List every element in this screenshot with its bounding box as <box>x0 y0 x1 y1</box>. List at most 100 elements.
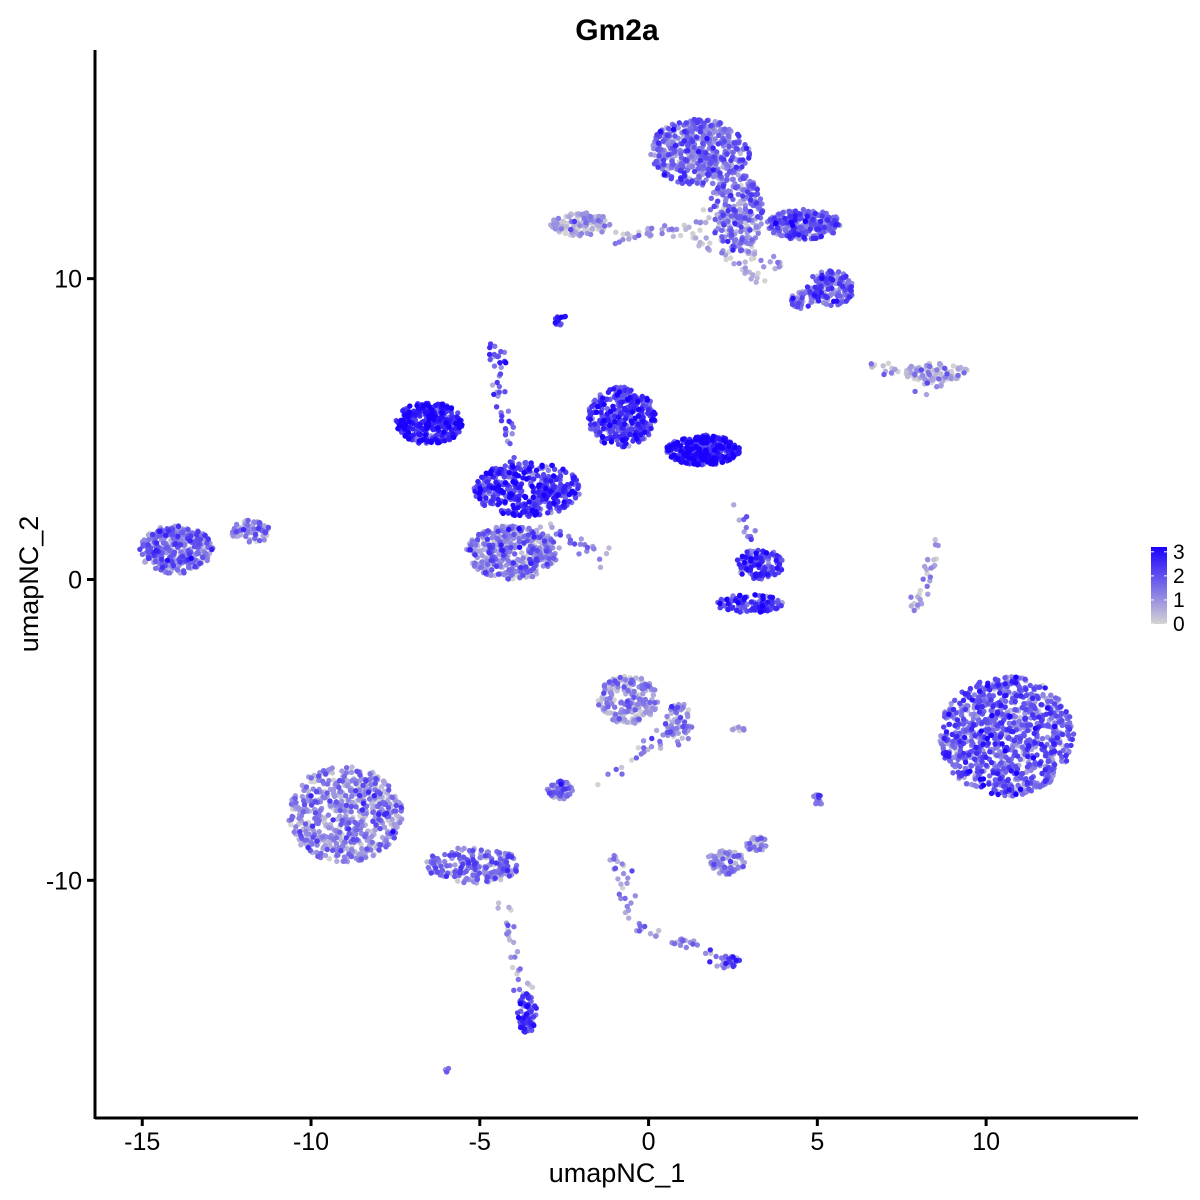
cell-point <box>719 250 725 256</box>
cell-point <box>741 529 747 535</box>
cell-point <box>712 172 718 179</box>
cell-point <box>747 846 753 852</box>
cell-point <box>354 827 360 833</box>
cell-point <box>293 824 299 830</box>
cell-point <box>566 214 572 220</box>
cell-point <box>892 366 898 372</box>
cell-point <box>948 700 954 707</box>
cell-point <box>509 964 516 971</box>
cell-point <box>463 868 469 875</box>
cell-point <box>868 361 874 367</box>
cell-point <box>710 180 716 187</box>
cell-point <box>972 782 978 789</box>
cell-point <box>720 192 726 198</box>
cell-point <box>556 545 562 551</box>
cell-point <box>924 380 930 386</box>
cell-point <box>616 716 622 722</box>
cell-point <box>360 782 366 789</box>
cell-point <box>700 163 707 169</box>
cell-point <box>612 865 619 871</box>
cell-point <box>343 765 350 771</box>
cell-point <box>677 232 684 239</box>
cell-point <box>181 570 187 576</box>
cell-point <box>261 537 267 543</box>
cell-point <box>723 256 729 263</box>
cell-point <box>558 226 565 232</box>
cell-point <box>750 182 756 188</box>
cell-point <box>386 787 392 793</box>
cell-point <box>483 865 489 871</box>
cell-point <box>748 276 754 282</box>
cell-point <box>647 709 654 715</box>
cell-point <box>515 976 521 983</box>
cell-point <box>319 834 326 840</box>
cell-point <box>455 878 461 884</box>
cell-point <box>339 768 345 774</box>
cell-point <box>377 842 384 848</box>
cell-point <box>485 528 491 534</box>
cell-point <box>551 221 557 227</box>
cell-point <box>529 573 536 580</box>
cell-point <box>577 222 583 229</box>
cell-point <box>731 502 737 508</box>
cell-point <box>512 551 518 557</box>
cell-point <box>662 721 669 727</box>
cell-point <box>963 781 970 787</box>
cell-point <box>655 146 661 153</box>
cell-point <box>197 536 204 543</box>
cell-point <box>504 931 510 937</box>
cell-point <box>348 788 354 794</box>
cell-point <box>936 376 942 382</box>
cell-point <box>474 537 481 543</box>
cell-point <box>736 852 742 859</box>
cell-point <box>738 248 744 254</box>
cell-point <box>295 804 301 811</box>
cell-point <box>908 594 914 600</box>
cell-point <box>834 293 841 299</box>
cell-point <box>310 834 316 840</box>
cell-point <box>377 791 383 797</box>
cell-point <box>635 745 642 751</box>
cell-point <box>333 835 340 841</box>
cell-point <box>288 822 294 828</box>
cell-point <box>968 738 975 744</box>
cell-point <box>475 548 482 555</box>
cell-point <box>960 716 967 722</box>
cell-point <box>908 603 914 609</box>
cell-point <box>619 771 625 777</box>
cell-point <box>743 524 749 531</box>
cell-point <box>300 809 307 815</box>
cell-point <box>702 155 709 161</box>
cell-point <box>373 776 379 782</box>
cell-point <box>652 700 658 706</box>
cell-point <box>334 852 340 859</box>
cell-point <box>472 560 478 566</box>
cell-point <box>603 550 610 557</box>
cell-point <box>549 524 555 530</box>
cell-point <box>600 214 606 220</box>
cell-point <box>1011 720 1017 726</box>
cell-point <box>503 859 510 865</box>
cell-point <box>750 272 756 278</box>
cell-point <box>911 607 917 614</box>
cell-point <box>736 260 742 267</box>
cell-point <box>680 937 686 944</box>
cell-point <box>745 248 752 255</box>
cell-point <box>653 727 660 734</box>
cell-point <box>519 550 525 556</box>
cell-point <box>327 842 333 848</box>
cell-point <box>511 987 517 993</box>
cell-point <box>960 721 967 727</box>
cell-point <box>537 524 544 530</box>
cell-point <box>742 215 748 221</box>
cell-point <box>611 856 617 862</box>
cell-point <box>923 391 930 398</box>
cell-point <box>328 802 334 809</box>
cell-point <box>800 206 807 213</box>
cell-point <box>591 546 597 552</box>
cell-point <box>1065 732 1072 738</box>
cell-point <box>776 211 782 217</box>
cell-point <box>932 542 939 548</box>
cell-point <box>342 858 348 864</box>
cell-point <box>622 677 629 683</box>
